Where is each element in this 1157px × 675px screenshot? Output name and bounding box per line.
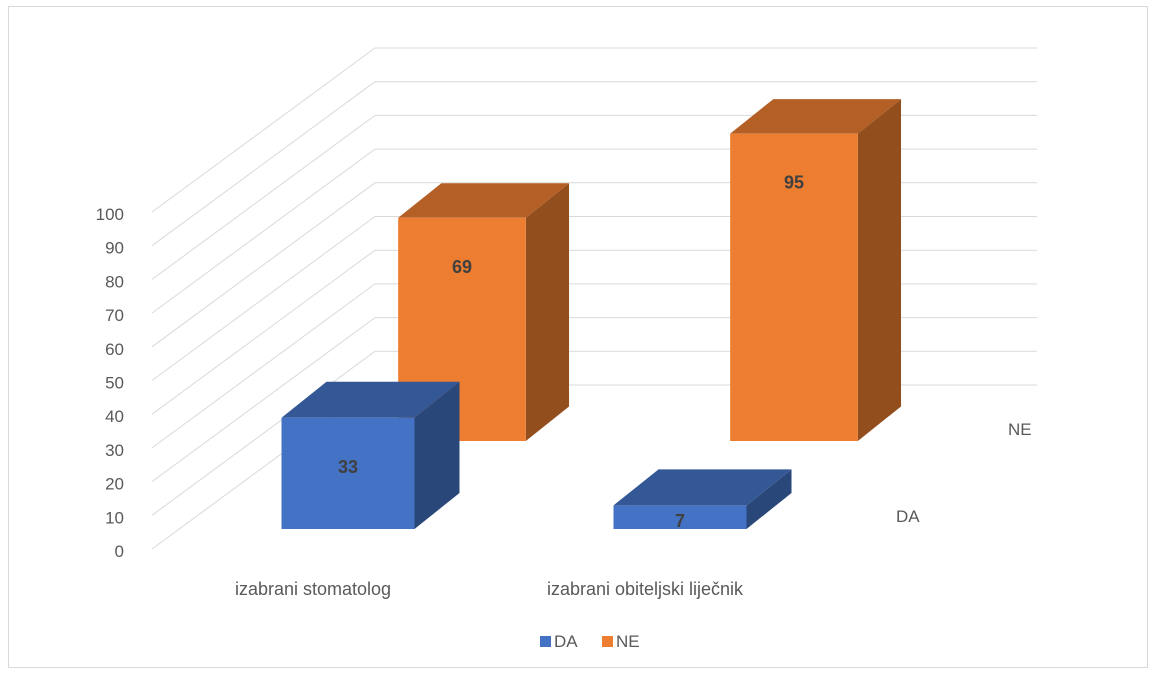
- bar-top-da: [281, 381, 460, 418]
- side-gridline: [151, 216, 376, 381]
- y-tick-label: 100: [96, 205, 124, 224]
- y-tick-label: 80: [105, 272, 124, 291]
- legend-label: NE: [616, 632, 640, 651]
- bar-da-0: [281, 417, 415, 529]
- depth-axis-label: DA: [896, 507, 920, 526]
- y-tick-label: 90: [105, 239, 124, 258]
- legend-swatch-da: [540, 636, 551, 647]
- y-tick-label: 20: [105, 475, 124, 494]
- bar-top-ne: [730, 99, 902, 134]
- side-gridline: [151, 317, 376, 483]
- bar-side-da: [746, 469, 792, 529]
- y-tick-label: 30: [105, 441, 124, 460]
- legend-label: DA: [554, 632, 578, 651]
- legend-swatch-ne: [602, 636, 613, 647]
- bar-side-da: [414, 381, 460, 529]
- category-label: izabrani stomatolog: [235, 579, 391, 599]
- data-label: 69: [452, 257, 472, 277]
- bar-ne-1: [730, 133, 858, 441]
- side-gridline: [151, 283, 376, 449]
- y-tick-label: 50: [105, 374, 124, 393]
- side-gridline: [151, 249, 376, 415]
- y-tick-label: 10: [105, 508, 124, 527]
- y-tick-label: 60: [105, 340, 124, 359]
- side-gridline: [151, 350, 376, 516]
- category-label: izabrani obiteljski liječnik: [547, 579, 744, 599]
- side-gridline: [151, 114, 376, 280]
- y-tick-label: 40: [105, 407, 124, 426]
- depth-axis-label: NE: [1008, 420, 1032, 439]
- y-tick-label: 70: [105, 306, 124, 325]
- bar-top-ne: [398, 183, 570, 218]
- data-label: 95: [784, 173, 804, 193]
- side-gridline: [151, 47, 376, 213]
- bar-side-ne: [857, 99, 902, 441]
- bar-top-da: [613, 469, 792, 506]
- side-gridline: [151, 81, 376, 247]
- chart-frame: [8, 6, 1148, 668]
- data-label: 7: [675, 511, 685, 531]
- bar-da-1: [613, 505, 747, 529]
- side-gridline: [151, 148, 376, 314]
- bar-side-ne: [525, 183, 570, 442]
- side-gridline: [151, 182, 376, 348]
- data-label: 33: [338, 457, 358, 477]
- y-tick-label: 0: [115, 542, 124, 561]
